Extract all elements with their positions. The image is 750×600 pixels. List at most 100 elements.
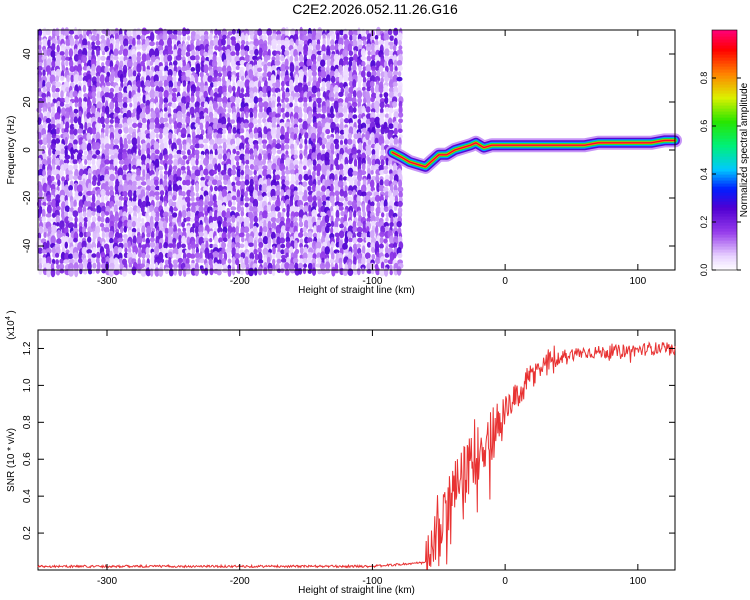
noise-cell: [275, 184, 281, 191]
noise-cell: [240, 262, 246, 270]
noise-cell: [73, 139, 78, 146]
noise-cell: [132, 37, 136, 48]
noise-cell: [216, 199, 223, 207]
noise-cell: [266, 256, 271, 265]
noise-cell: [207, 126, 213, 137]
noise-cell: [235, 50, 240, 56]
noise-cell: [267, 242, 271, 249]
noise-cell: [68, 262, 74, 271]
noise-cell: [302, 157, 308, 168]
noise-cell: [302, 267, 307, 275]
noise-cell: [178, 247, 183, 256]
noise-cell: [217, 85, 224, 95]
noise-cell: [167, 159, 173, 165]
noise-cell: [142, 237, 146, 243]
noise-cell: [45, 81, 52, 89]
noise-cell: [217, 147, 224, 156]
noise-cell: [91, 257, 96, 263]
noise-cell: [271, 147, 277, 156]
noise-cell: [329, 97, 335, 102]
noise-cell: [338, 91, 344, 98]
noise-cell: [308, 174, 313, 181]
noise-cell: [158, 258, 165, 264]
noise-cell: [370, 65, 377, 72]
noise-cell: [394, 66, 398, 72]
noise-cell: [276, 244, 282, 249]
noise-cell: [55, 269, 61, 276]
noise-cell: [303, 232, 308, 237]
noise-cell: [308, 96, 312, 104]
noise-cell: [140, 148, 145, 156]
noise-cell: [82, 38, 88, 47]
noise-cell: [154, 48, 160, 58]
noise-cell: [144, 242, 151, 249]
noise-cell: [204, 211, 209, 217]
noise-cell: [311, 63, 317, 73]
noise-cell: [95, 131, 101, 141]
noise-cell: [56, 206, 61, 211]
noise-cell: [379, 101, 385, 109]
noise-cell: [159, 152, 163, 161]
noise-cell: [271, 254, 276, 259]
noise-cell: [79, 231, 84, 238]
noise-cell: [86, 112, 92, 120]
noise-cell: [213, 221, 219, 228]
noise-cell: [222, 85, 227, 95]
noise-cell: [216, 81, 222, 86]
noise-cell: [77, 206, 83, 214]
noise-cell: [221, 241, 227, 249]
noise-cell: [118, 160, 125, 165]
noise-cell: [316, 224, 322, 234]
noise-cell: [66, 74, 70, 84]
noise-cell: [324, 157, 331, 167]
noise-cell: [119, 56, 125, 63]
noise-cell: [276, 149, 282, 155]
noise-cell: [181, 49, 186, 57]
noise-cell: [199, 118, 205, 124]
noise-cell: [86, 249, 92, 254]
noise-cell: [277, 105, 282, 116]
spectrogram-x-tick-label: -300: [97, 276, 117, 287]
noise-cell: [279, 163, 286, 172]
noise-cell: [123, 69, 127, 79]
noise-cell: [293, 105, 300, 114]
noise-cell: [258, 153, 262, 162]
colorbar-band: [712, 42, 737, 46]
noise-cell: [212, 122, 219, 131]
noise-cell: [316, 252, 322, 259]
noise-cell: [81, 142, 88, 151]
noise-cell: [292, 159, 299, 166]
noise-cell: [217, 163, 222, 173]
noise-cell: [343, 138, 348, 145]
noise-cell: [393, 136, 399, 146]
noise-cell: [189, 55, 196, 61]
noise-cell: [333, 84, 339, 94]
noise-cell: [285, 236, 291, 243]
noise-cell: [203, 157, 209, 166]
noise-cell: [153, 141, 160, 152]
noise-cell: [217, 72, 223, 78]
noise-cell: [352, 106, 357, 113]
colorbar-band: [712, 159, 737, 163]
noise-cell: [59, 170, 64, 177]
noise-cell: [376, 182, 380, 193]
noise-cell: [87, 182, 92, 193]
noise-cell: [68, 30, 75, 35]
noise-cell: [91, 85, 97, 94]
noise-cell: [213, 81, 218, 88]
noise-cell: [294, 149, 299, 156]
noise-cell: [162, 211, 169, 218]
noise-cell: [189, 232, 195, 238]
noise-cell: [141, 44, 147, 52]
colorbar-band: [712, 63, 737, 67]
noise-cell: [316, 175, 322, 182]
noise-cell: [252, 118, 258, 125]
noise-cell: [91, 164, 97, 171]
noise-cell: [168, 132, 173, 141]
noise-cell: [385, 217, 389, 222]
noise-cell: [326, 48, 331, 58]
noise-cell: [244, 167, 251, 177]
noise-cell: [221, 28, 227, 37]
noise-cell: [369, 179, 375, 189]
noise-cell: [330, 58, 334, 68]
